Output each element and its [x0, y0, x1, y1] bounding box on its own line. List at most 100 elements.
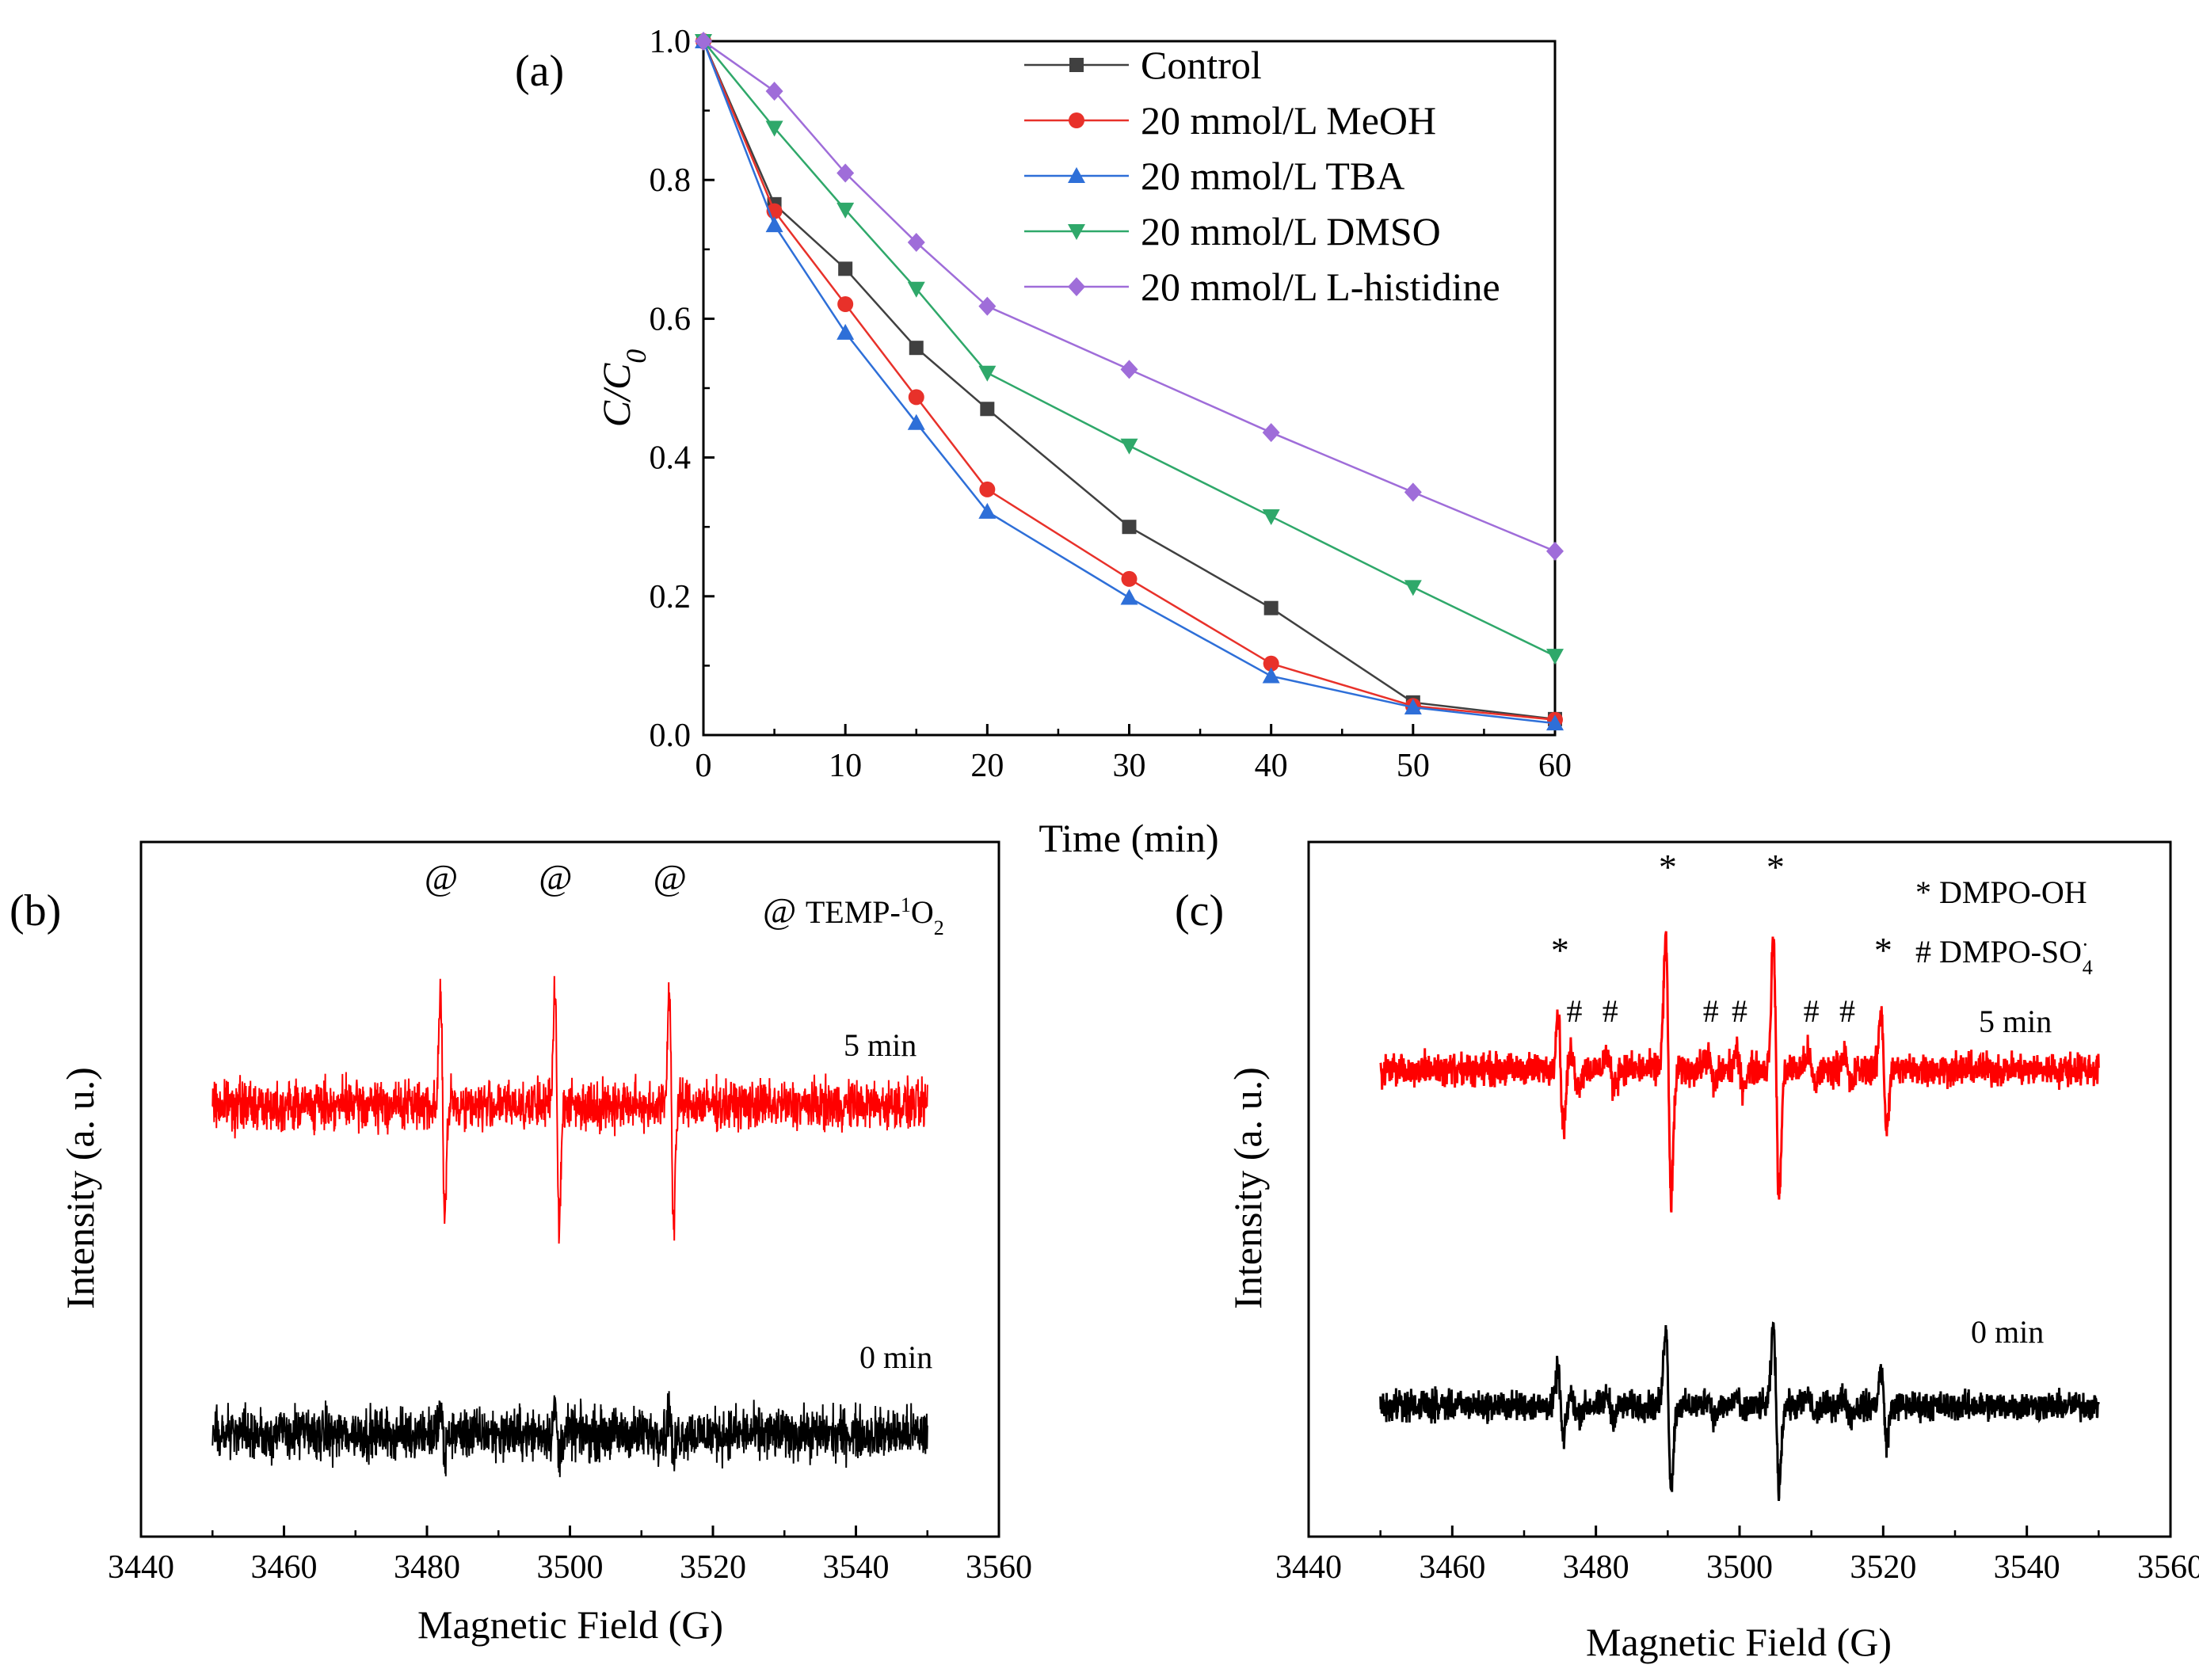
peak-marker-dmpo-so4: # — [1603, 993, 1618, 1029]
x-tick-label: 3480 — [1563, 1549, 1629, 1586]
x-tick-label: 3500 — [1706, 1549, 1773, 1586]
series-20-mmol-l-l-histidine — [695, 32, 1564, 561]
panel-b-y-label: Intensity (a. u.) — [58, 1067, 102, 1309]
legend-marker-20-mmol-l-meoh — [1069, 112, 1084, 128]
data-point-20-mmol-l-dmso — [1546, 649, 1564, 665]
data-point-20-mmol-l-l-histidine — [1120, 360, 1138, 379]
panel-b-epr-spectrum: (b) 3440 3460 3480 3500 3520 3540 3560 @ @ @ @ TE… — [10, 840, 1032, 1647]
x-tick-label: 3540 — [1994, 1549, 2060, 1586]
x-tick-label: 3560 — [2137, 1549, 2199, 1586]
epr-trace-0-min — [1379, 1321, 2100, 1501]
trace-label-0-min: 0 min — [1971, 1314, 2044, 1350]
peak-marker-dmpo-oh: * — [1551, 930, 1569, 970]
x-tick-label: 10 — [829, 748, 862, 784]
data-point-20-mmol-l-l-histidine — [765, 82, 783, 101]
x-tick-label: 3520 — [680, 1549, 746, 1586]
data-point-20-mmol-l-tba — [765, 216, 783, 233]
series-line-20-mmol-l-meoh — [702, 40, 1556, 721]
y-tick-label: 0.4 — [650, 440, 692, 477]
data-point-20-mmol-l-tba — [978, 502, 997, 519]
data-point-20-mmol-l-l-histidine — [1546, 541, 1564, 561]
trace-label-5-min: 5 min — [1979, 1004, 2052, 1039]
x-tick-label: 3500 — [537, 1549, 604, 1586]
legend-marker-20-mmol-l-l-histidine — [1068, 277, 1085, 296]
legend-marker-control — [1069, 58, 1084, 72]
legend-label-control: Control — [1141, 43, 1262, 87]
data-point-20-mmol-l-meoh — [837, 296, 854, 313]
peak-marker-singlet-oxygen: @ — [539, 857, 572, 897]
data-point-control — [838, 261, 853, 276]
peak-marker-dmpo-oh: * — [1874, 930, 1892, 970]
panel-a-ticks: 0 10 20 30 40 50 60 0.0 0.2 0.4 0.6 0.8 1.0 — [650, 24, 1572, 784]
epr-trace-5-min — [1379, 931, 2100, 1213]
data-point-20-mmol-l-l-histidine — [837, 163, 855, 183]
data-point-20-mmol-l-dmso — [837, 202, 855, 219]
y-tick-label: 0.8 — [650, 162, 692, 199]
x-tick-label: 3520 — [1850, 1549, 1916, 1586]
y-tick-label: 0.6 — [650, 301, 692, 337]
data-point-20-mmol-l-dmso — [765, 120, 783, 137]
trace-label-0-min: 0 min — [859, 1339, 932, 1375]
data-point-control — [1122, 520, 1137, 535]
x-tick-label: 3440 — [1275, 1549, 1342, 1586]
x-tick-label: 40 — [1255, 748, 1288, 784]
series-line-control — [702, 40, 1556, 721]
peak-marker-dmpo-so4: # — [1703, 993, 1719, 1029]
peak-marker-singlet-oxygen: @ — [654, 857, 687, 897]
data-point-20-mmol-l-meoh — [908, 389, 924, 406]
panel-c-letter: (c) — [1175, 886, 1224, 935]
trace-label-5-min: 5 min — [844, 1027, 917, 1063]
panel-a-series — [695, 32, 1564, 731]
panel-c-annotations: * * * * # # # # # # * DMPO-OH # DMPO-SO· 4 5 min 0 min — [1551, 847, 2093, 1350]
peak-marker-dmpo-so4: # — [1732, 993, 1747, 1029]
panel-a-letter: (a) — [515, 47, 564, 96]
series-20-mmol-l-dmso — [695, 34, 1564, 665]
data-point-20-mmol-l-tba — [907, 413, 925, 430]
peak-marker-dmpo-oh: * — [1766, 847, 1785, 887]
panel-b-letter: (b) — [10, 886, 61, 935]
data-point-20-mmol-l-tba — [1546, 714, 1564, 731]
panel-a-legend: Control 20 mmol/L MeOH 20 mmol/L TBA 20 mmo… — [1024, 43, 1500, 309]
panel-c-y-label: Intensity (a. u.) — [1225, 1067, 1270, 1309]
data-point-20-mmol-l-l-histidine — [1404, 482, 1422, 502]
panel-b-annotations: @ @ @ @ TEMP-1O2 5 min 0 min — [425, 857, 944, 1375]
data-point-20-mmol-l-dmso — [978, 365, 997, 382]
x-tick-label: 50 — [1397, 748, 1430, 784]
panel-b-x-label: Magnetic Field (G) — [417, 1602, 723, 1647]
x-tick-label: 20 — [970, 748, 1004, 784]
panel-a-frame — [702, 40, 1557, 737]
legend-label-20-mmol-l-tba: 20 mmol/L TBA — [1141, 154, 1404, 198]
data-point-20-mmol-l-l-histidine — [695, 32, 712, 51]
data-point-20-mmol-l-dmso — [1404, 580, 1422, 596]
peak-marker-dmpo-oh: * — [1659, 847, 1677, 887]
legend-label-20-mmol-l-dmso: 20 mmol/L DMSO — [1141, 209, 1441, 253]
panel-c-epr-spectrum: (c) 3440 3460 3480 3500 3520 3540 3560 * * * * # # #… — [1175, 840, 2199, 1664]
y-tick-label: 1.0 — [650, 24, 692, 60]
panel-c-traces — [1379, 931, 2100, 1501]
data-point-control — [1263, 600, 1279, 615]
data-point-20-mmol-l-tba — [1404, 698, 1422, 714]
legend-marker-20-mmol-l-tba — [1068, 167, 1085, 183]
data-point-20-mmol-l-tba — [1120, 589, 1138, 605]
epr-trace-5-min — [212, 976, 928, 1244]
x-tick-label: 60 — [1538, 748, 1572, 784]
peak-marker-dmpo-so4: # — [1839, 993, 1855, 1029]
data-point-20-mmol-l-dmso — [907, 281, 925, 298]
x-tick-label: 3460 — [251, 1549, 318, 1586]
panel-c-x-label: Magnetic Field (G) — [1586, 1620, 1892, 1664]
x-tick-label: 3540 — [823, 1549, 890, 1586]
x-tick-label: 0 — [696, 748, 712, 784]
epr-trace-0-min — [212, 1391, 928, 1477]
data-point-control — [980, 402, 995, 417]
peak-marker-dmpo-so4: # — [1566, 993, 1582, 1029]
data-point-20-mmol-l-dmso — [1120, 438, 1138, 455]
peak-marker-singlet-oxygen: @ — [425, 857, 458, 897]
data-point-20-mmol-l-tba — [1262, 667, 1280, 684]
legend-marker-20-mmol-l-dmso — [1068, 224, 1085, 240]
panel-a-line-chart: (a) 0 10 20 30 40 50 60 0.0 0.2 0.4 0.6 0.8 1.0 Cont… — [515, 24, 1572, 860]
panel-c-ticks: 3440 3460 3480 3500 3520 3540 3560 — [1275, 1526, 2199, 1586]
legend-label-20-mmol-l-meoh: 20 mmol/L MeOH — [1141, 98, 1436, 143]
legend-temp-1o2: @ TEMP-1O2 — [763, 890, 944, 939]
y-tick-label: 0.0 — [650, 718, 692, 754]
